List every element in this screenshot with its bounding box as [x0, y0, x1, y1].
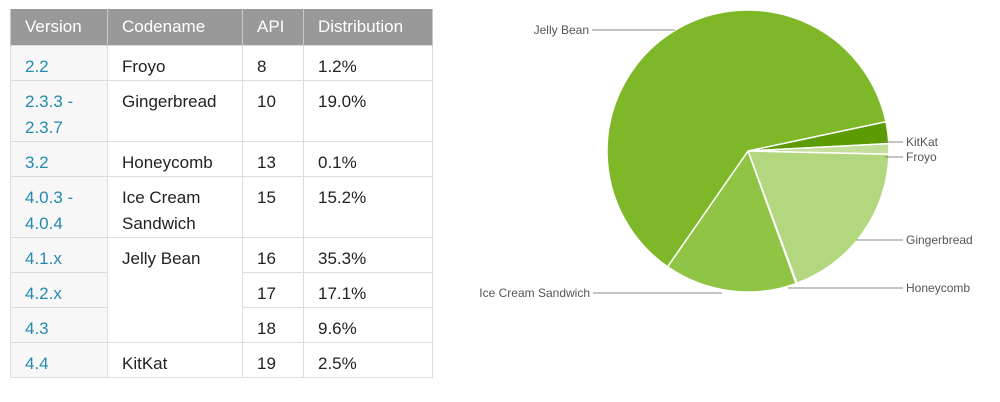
header-codename: Codename: [107, 9, 243, 46]
table-row: 4.4 KitKat 19 2.5%: [10, 342, 433, 378]
table-row: 4.2.x 17 17.1%: [10, 272, 433, 308]
slice-label: Ice Cream Sandwich: [479, 286, 590, 300]
table-row: 4.1.x Jelly Bean 16 35.3%: [10, 237, 433, 343]
distribution-cell: 2.5%: [303, 342, 433, 378]
codename-cell: Honeycomb: [107, 141, 243, 177]
table-row: 2.3.3 - 2.3.7 Gingerbread 10 19.0%: [10, 80, 433, 142]
distribution-cell: 35.3%: [303, 237, 433, 273]
codename-cell: KitKat: [107, 342, 243, 378]
version-link[interactable]: 4.4: [10, 342, 108, 378]
table-header-row: Version Codename API Distribution: [10, 9, 433, 46]
distribution-cell: 0.1%: [303, 141, 433, 177]
slice-label: KitKat: [906, 135, 939, 149]
table-row: 4.0.3 - 4.0.4 Ice Cream Sandwich 15 15.2…: [10, 176, 433, 238]
api-cell: 10: [242, 80, 304, 142]
version-link[interactable]: 4.1.x: [10, 237, 108, 273]
api-cell: 8: [242, 45, 304, 81]
version-link[interactable]: 2.3.3 - 2.3.7: [10, 80, 108, 142]
distribution-cell: 1.2%: [303, 45, 433, 81]
api-cell: 19: [242, 342, 304, 378]
version-link[interactable]: 3.2: [10, 141, 108, 177]
slice-label: Gingerbread: [906, 233, 973, 247]
pie-slice-gingerbread: [746, 150, 890, 285]
codename-cell: Froyo: [107, 45, 243, 81]
pie-slice-jelly-bean: [606, 9, 887, 268]
distribution-cell: 15.2%: [303, 176, 433, 238]
distribution-table: Version Codename API Distribution 2.2 Fr…: [10, 9, 433, 378]
header-distribution: Distribution: [303, 9, 433, 46]
api-cell: 17: [242, 272, 304, 308]
version-link[interactable]: 4.3: [10, 307, 108, 343]
pie-slice-ice-cream-sandwich: [666, 149, 798, 293]
codename-cell: Jelly Bean: [107, 237, 243, 343]
table-row: 2.2 Froyo 8 1.2%: [10, 45, 433, 81]
api-cell: 13: [242, 141, 304, 177]
slice-label: Froyo: [906, 150, 937, 164]
slice-label: Honeycomb: [906, 281, 970, 295]
version-link[interactable]: 4.0.3 - 4.0.4: [10, 176, 108, 238]
version-link[interactable]: 4.2.x: [10, 272, 108, 308]
distribution-cell: 17.1%: [303, 272, 433, 308]
distribution-cell: 9.6%: [303, 307, 433, 343]
version-link[interactable]: 2.2: [10, 45, 108, 81]
table-row: 4.3 18 9.6%: [10, 307, 433, 343]
distribution-cell: 19.0%: [303, 80, 433, 142]
slice-label: Jelly Bean: [534, 23, 589, 37]
header-api: API: [242, 9, 304, 46]
table-row: 3.2 Honeycomb 13 0.1%: [10, 141, 433, 177]
codename-cell: Gingerbread: [107, 80, 243, 142]
header-version: Version: [10, 9, 108, 46]
api-cell: 18: [242, 307, 304, 343]
codename-cell: Ice Cream Sandwich: [107, 176, 243, 238]
